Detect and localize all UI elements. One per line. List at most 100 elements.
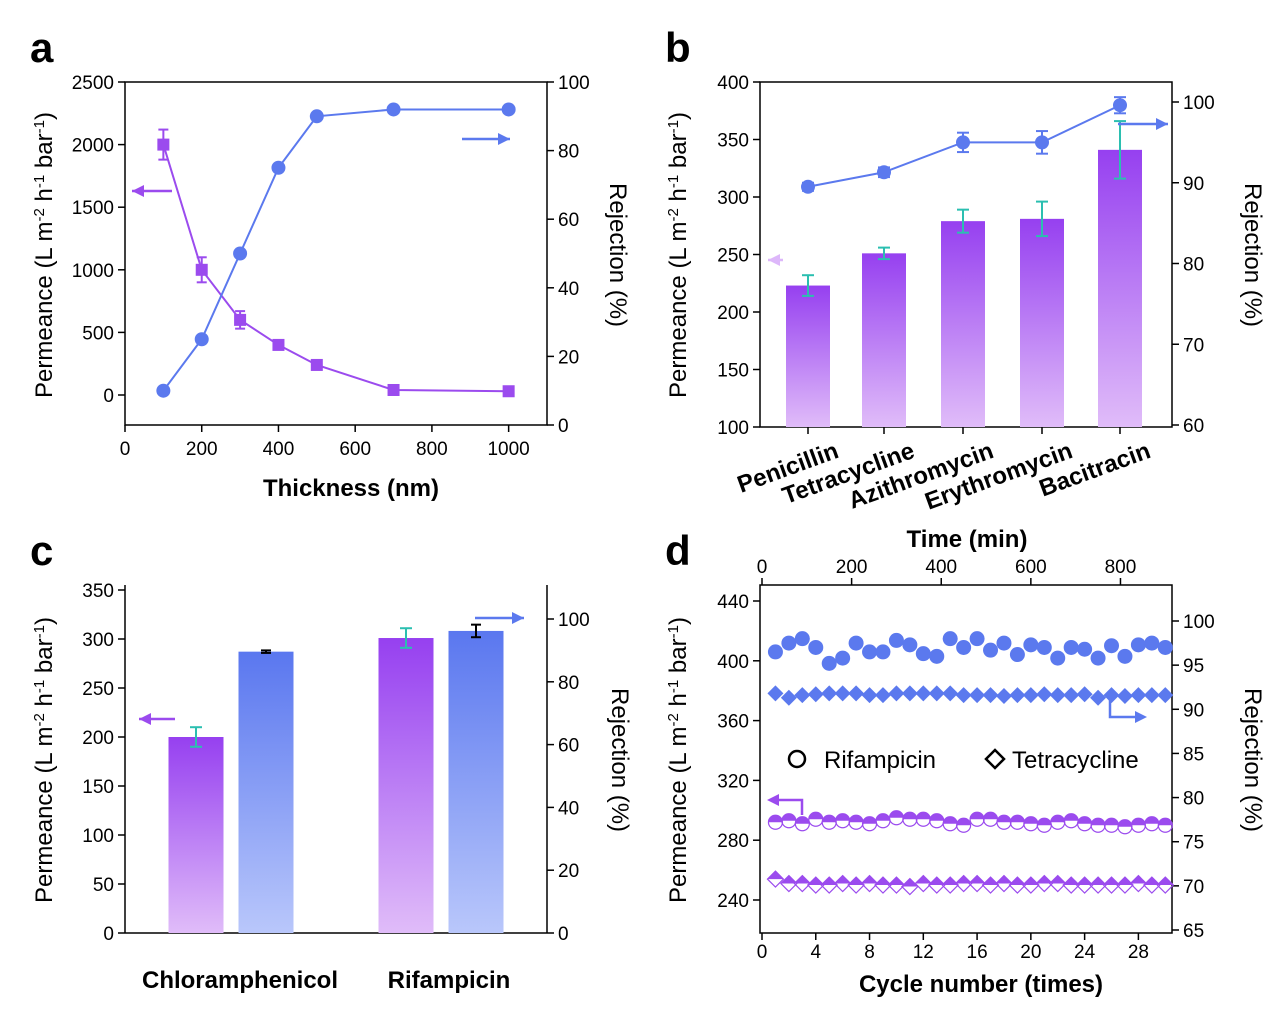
x-tick-label: 200: [186, 439, 218, 460]
legend-label: Tetracycline: [1012, 747, 1139, 774]
y-axis-label-right: Rejection (%): [606, 688, 633, 832]
data-point-tetracycline-permeance-fill: [834, 875, 851, 884]
data-point-rifampicin-permeance-fill: [1158, 818, 1173, 826]
arrow-to-right-axis-head: [512, 612, 524, 624]
plot-frame: [759, 584, 1173, 934]
legend-marker-circle: [787, 749, 807, 769]
data-point-tetracycline-permeance: [981, 876, 1000, 894]
data-point-rifampicin-permeance-fill: [929, 813, 944, 821]
y-tick-label-left: 240: [717, 891, 749, 912]
panel-c-chart: 0 50 100 150 200 250 300 350 0 20 40 60 80 100 Permean…: [31, 581, 634, 994]
y-tick-label-right: 60: [558, 736, 579, 757]
x-tick-label-top: 800: [1105, 557, 1137, 578]
data-point-permeance: [310, 358, 323, 371]
data-point-tetracycline-permeance-fill: [1143, 877, 1160, 886]
data-point-rifampicin-permeance-fill: [1050, 815, 1065, 823]
x-tick-label-top: 400: [925, 557, 957, 578]
data-point-tetracycline-permeance-fill: [821, 877, 838, 886]
y-tick-label-right: 40: [558, 798, 579, 819]
data-point-tetracycline-permeance: [968, 874, 986, 893]
data-point-permeance: [502, 385, 515, 398]
data-point-rifampicin-permeance-fill: [889, 810, 904, 818]
data-point-tetracycline-permeance-fill: [1157, 877, 1174, 886]
x-tick-label-top: 600: [1015, 557, 1047, 578]
data-point-rifampicin-rejection: [983, 642, 999, 658]
panel-label-c: c: [30, 527, 53, 574]
data-point-tetracycline-permeance: [766, 870, 785, 888]
bar-permeance: [941, 221, 985, 427]
data-point-rifampicin-permeance-fill: [835, 813, 850, 821]
y-tick-label-right: 100: [1183, 93, 1215, 114]
data-point-tetracycline-rejection: [1063, 687, 1080, 704]
data-point-rifampicin-rejection: [1050, 650, 1066, 666]
legend-label: Rifampicin: [824, 747, 936, 774]
data-point-rejection: [233, 246, 248, 261]
bar-permeance: [786, 285, 830, 427]
data-point-tetracycline-permeance-fill: [1076, 877, 1093, 886]
x-tick-label: 16: [967, 942, 988, 963]
data-point-tetracycline-permeance: [1022, 876, 1040, 894]
data-point-rifampicin-permeance-fill: [1064, 813, 1079, 821]
data-point-rifampicin-rejection: [875, 644, 891, 660]
y-axis-label-left: Permeance (L m-2 h-1 bar-1): [31, 617, 59, 903]
y-tick-label-right: 75: [1183, 833, 1204, 854]
data-point-rifampicin-permeance-fill: [1144, 816, 1159, 824]
data-point-rifampicin-permeance-fill: [916, 812, 931, 820]
data-point-tetracycline-permeance: [914, 874, 933, 893]
data-point-rifampicin-rejection: [996, 635, 1012, 651]
data-point-tetracycline-rejection: [834, 685, 851, 702]
data-point-rifampicin-rejection: [1104, 638, 1120, 654]
arrow-to-left-axis-head: [139, 713, 151, 725]
y-tick-label-right: 65: [1183, 921, 1204, 942]
data-point-tetracycline-permeance-fill: [874, 877, 891, 886]
data-point-tetracycline-permeance: [780, 874, 798, 893]
data-point-rifampicin-permeance-fill: [849, 815, 864, 823]
data-point-rifampicin-permeance-fill: [1023, 816, 1038, 824]
x-category-label: Rifampicin: [388, 967, 511, 994]
data-point-rifampicin-permeance-fill: [862, 816, 877, 824]
data-point-rejection: [309, 109, 324, 124]
data-point-tetracycline-rejection: [1157, 687, 1174, 704]
y-tick-label-right: 0: [558, 416, 569, 437]
data-point-permeance: [195, 263, 208, 276]
data-point-rifampicin-rejection: [888, 632, 904, 648]
arrow-to-left-axis-head: [132, 185, 144, 197]
x-tick-label: 12: [913, 942, 934, 963]
series-line-rejection: [162, 108, 509, 392]
data-point-tetracycline-rejection: [874, 687, 891, 704]
panel-label-d: d: [665, 527, 691, 574]
data-point-rifampicin-rejection: [1063, 639, 1079, 655]
data-point-tetracycline-permeance: [1102, 876, 1121, 894]
data-point-tetracycline-rejection: [848, 685, 865, 702]
y-tick-label-left: 400: [717, 73, 749, 94]
bar-permeance: [1098, 149, 1142, 427]
data-point-rifampicin-permeance-fill: [768, 815, 783, 823]
data-point-rejection: [877, 165, 891, 180]
data-point-rifampicin-rejection: [915, 646, 931, 662]
y-tick-label-right: 80: [1183, 789, 1204, 810]
data-point-tetracycline-permeance: [1089, 876, 1107, 894]
data-point-rifampicin-permeance-fill: [808, 812, 823, 820]
x-tick-label: 20: [1020, 942, 1041, 963]
data-point-tetracycline-permeance: [1062, 876, 1081, 894]
y-tick-label-right: 85: [1183, 744, 1204, 765]
y-tick-label-left: 350: [82, 581, 114, 602]
y-axis-label-left: Permeance (L m-2 h-1 bar-1): [665, 112, 693, 398]
data-point-tetracycline-permeance-fill: [794, 875, 811, 884]
y-tick-label-right: 100: [558, 73, 590, 94]
data-point-tetracycline-rejection: [1143, 687, 1160, 704]
legend-marker-diamond: [984, 748, 1006, 770]
data-point-tetracycline-rejection: [807, 686, 824, 703]
y-tick-label-right: 60: [1183, 416, 1204, 437]
arrow-to-right-axis-head: [1156, 118, 1168, 130]
y-axis-label-left: Permeance (L m-2 h-1 bar-1): [31, 112, 59, 398]
x-tick-label: 1000: [487, 439, 529, 460]
data-point-rifampicin-permeance-fill: [902, 812, 917, 820]
data-point-tetracycline-permeance: [860, 874, 879, 893]
data-point-tetracycline-rejection: [767, 685, 784, 702]
x-tick-label: 4: [810, 942, 821, 963]
data-point-tetracycline-rejection: [928, 685, 945, 702]
